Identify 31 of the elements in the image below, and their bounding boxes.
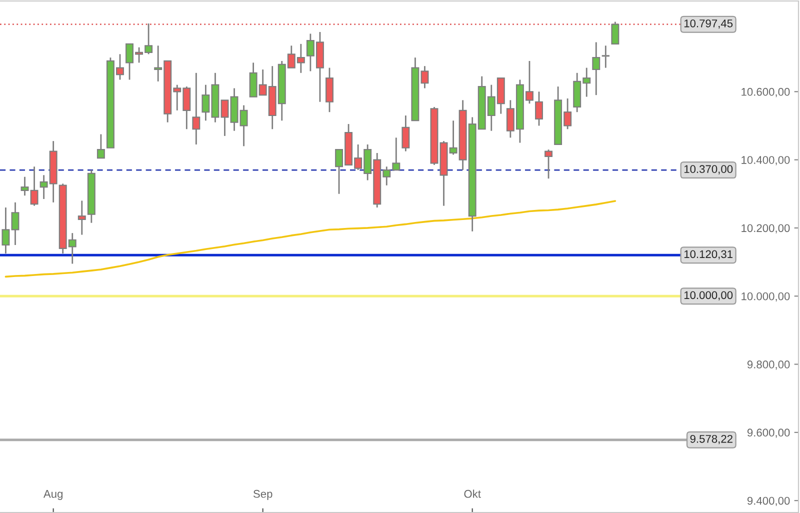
line-series [4,200,616,278]
y-tick-label: 10.400,00 [742,156,790,166]
y-tick-label: 10.600,00 [742,88,790,98]
ref-line-label: 10.797,45 [684,19,733,29]
y-tick-label: 10.000,00 [742,292,790,302]
candlestick [11,202,20,246]
y-tick-label: 9.400,00 [747,496,790,506]
x-tick-label: Aug [43,490,62,500]
candlestick [535,90,543,126]
y-tick-label: 10.200,00 [742,224,790,234]
candlestick [402,114,410,152]
candlestick [611,21,620,45]
y-tick-label: 9.600,00 [747,428,790,438]
y-tick-label: 9.800,00 [747,360,790,370]
ref-line-label: 10.120,31 [684,250,732,260]
ref-line-label: 9.578,22 [690,434,732,444]
ref-line-label: 10.370,00 [684,165,733,174]
candlestick [78,200,86,236]
candlestick [96,134,105,159]
candlestick [326,67,334,113]
candlestick [20,176,29,196]
x-tick-label: Sep [253,490,272,500]
x-tick-label: Okt [464,490,481,498]
candlestick [544,148,553,180]
ref-line-label: 10.000,00 [684,291,733,300]
candlestick [30,166,38,206]
candlestick [2,206,10,254]
candlestick [240,104,248,147]
candlestick [592,42,600,96]
candlestick [220,99,229,137]
candlestick [192,72,200,146]
